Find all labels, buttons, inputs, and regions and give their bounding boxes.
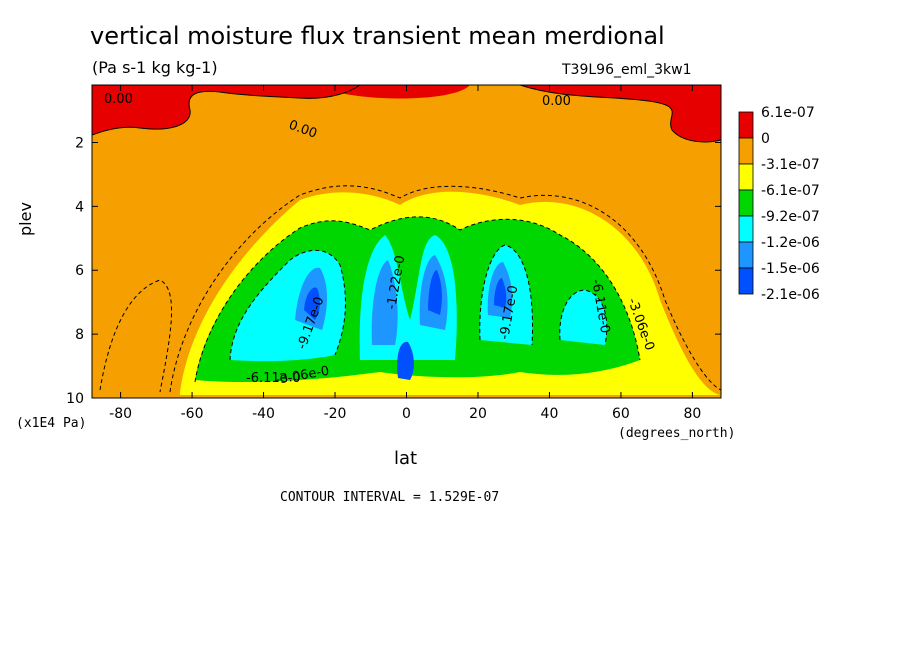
colorbar-swatch — [738, 163, 754, 191]
red-region-north — [520, 85, 721, 142]
x-axis-ticks: -80 -60 -40 -20 0 20 40 60 80 — [109, 85, 701, 422]
blue-region-2 — [371, 260, 398, 345]
y-tick-label: 4 — [75, 199, 84, 215]
colorbar-label: -6.1e-07 — [761, 183, 820, 199]
y-tick-label: 8 — [75, 327, 84, 343]
zero-contour-2 — [519, 85, 721, 143]
x-tick-label: 0 — [402, 406, 411, 422]
contour-line-3 — [229, 249, 346, 361]
x-tick-label: 20 — [469, 406, 487, 422]
darkblue-region-3 — [494, 278, 507, 308]
x-axis-label: lat — [394, 448, 418, 469]
colorbar-label: 0 — [761, 131, 770, 147]
colorbar-label: 6.1e-07 — [761, 105, 815, 121]
contour-label: -6.11e-0 — [246, 371, 301, 386]
x-tick-label: 60 — [612, 406, 630, 422]
x-tick-label: 40 — [541, 406, 559, 422]
contour-line-6 — [99, 279, 173, 393]
darkblue-region-eq — [397, 341, 414, 380]
colorbar-label: -3.1e-07 — [761, 157, 820, 173]
run-label: T39L96_eml_3kw1 — [562, 62, 692, 78]
chart-title: vertical moisture flux transient mean me… — [90, 22, 665, 50]
colorbar-swatch — [738, 215, 754, 243]
colorbar-label: -2.1e-06 — [761, 287, 820, 303]
colorbar-swatch — [738, 189, 754, 217]
contour-interval: CONTOUR INTERVAL = 1.529E-07 — [280, 490, 500, 505]
x-axis-units: (degrees_north) — [618, 426, 736, 441]
red-region-mid — [320, 85, 470, 99]
colorbar-label: -1.2e-06 — [761, 235, 820, 251]
colorbar-swatch — [738, 241, 754, 269]
colorbar-label: -1.5e-06 — [761, 261, 820, 277]
colorbar-swatch — [738, 111, 754, 139]
y-axis-units: (x1E4 Pa) — [16, 416, 87, 431]
contour-line-4 — [479, 244, 533, 346]
x-tick-label: -80 — [109, 406, 132, 422]
x-tick-label: -20 — [324, 406, 347, 422]
x-tick-label: 80 — [683, 406, 701, 422]
contour-line-5 — [559, 289, 608, 346]
units-label: (Pa s-1 kg kg-1) — [92, 58, 218, 77]
x-tick-label: -60 — [181, 406, 204, 422]
contour-line-2 — [194, 216, 641, 383]
contour-fill — [92, 85, 721, 398]
x-tick-label: -40 — [252, 406, 275, 422]
cyan-region-4 — [559, 290, 607, 345]
colorbar: 6.1e-07 0 -3.1e-07 -6.1e-07 -9.2e-07 -1.2e-06… — [738, 105, 820, 303]
contour-label: 0.00 — [542, 94, 571, 109]
y-tick-label: 2 — [75, 135, 84, 151]
y-axis-ticks: 2 4 6 8 10 — [66, 135, 721, 407]
y-tick-label: 6 — [75, 263, 84, 279]
contour-label: 0.00 — [104, 92, 133, 107]
colorbar-swatch — [738, 267, 754, 295]
darkblue-region-2 — [428, 270, 442, 315]
colorbar-swatch — [738, 137, 754, 165]
colorbar-label: -9.2e-07 — [761, 209, 820, 225]
zero-contour-1 — [92, 85, 361, 136]
y-tick-label: 10 — [66, 391, 84, 407]
darkblue-region-1 — [304, 287, 320, 320]
